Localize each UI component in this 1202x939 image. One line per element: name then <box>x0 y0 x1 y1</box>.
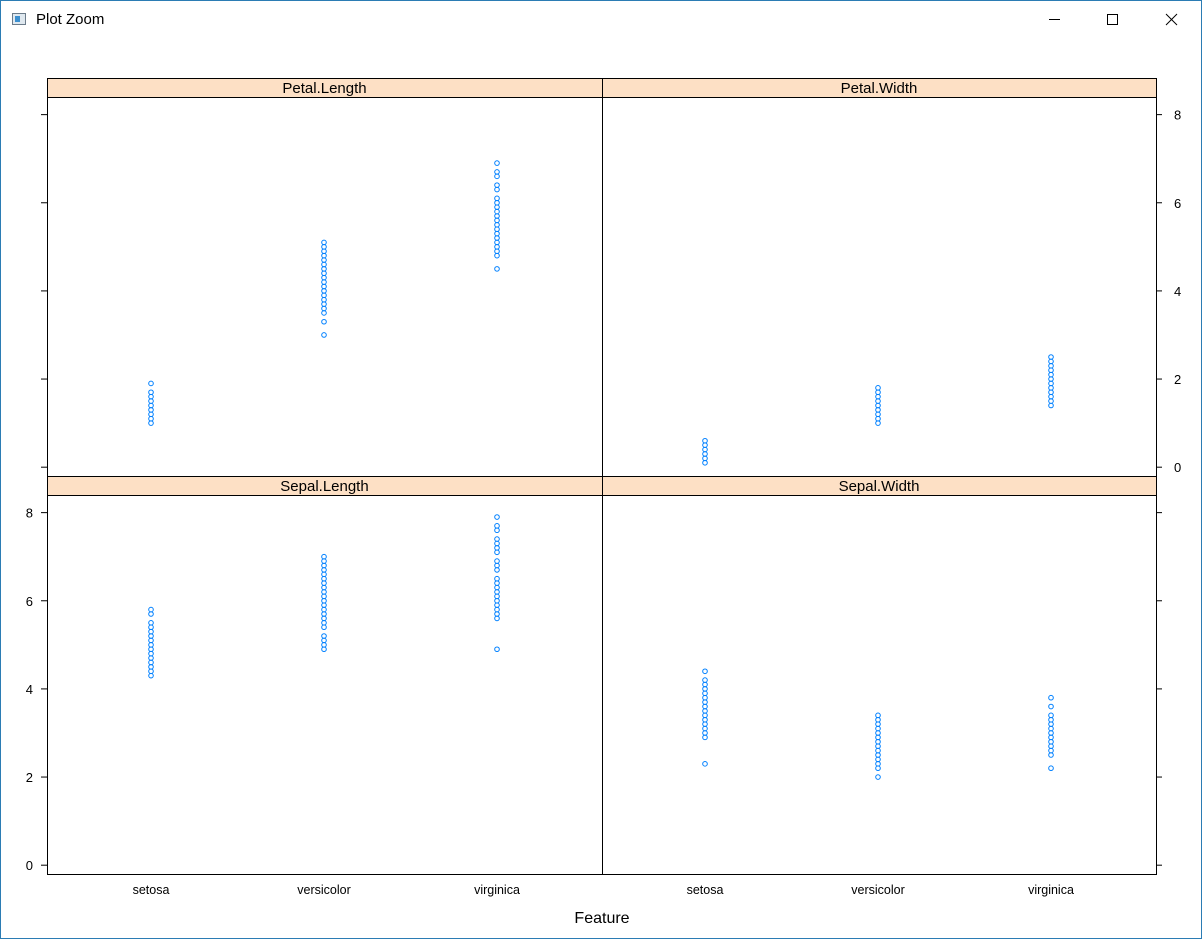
minimize-icon <box>1049 19 1060 20</box>
y-tick-label-bottom-left: 2 <box>26 770 33 785</box>
data-point-sepal-length-virginica <box>494 558 500 564</box>
y-tick-label-top-right: 4 <box>1174 284 1181 299</box>
data-point-petal-length-versicolor <box>321 332 327 338</box>
y-tick-label-top-right: 6 <box>1174 196 1181 211</box>
y-tick-label-bottom-left: 0 <box>26 858 33 873</box>
minimize-button[interactable] <box>1025 1 1083 38</box>
data-point-sepal-width-setosa <box>702 761 708 767</box>
data-point-petal-length-virginica <box>494 169 500 175</box>
data-point-sepal-length-virginica <box>494 646 500 653</box>
strip-label-petal-width: Petal.Width <box>841 80 918 97</box>
data-point-petal-length-virginica <box>494 182 500 188</box>
strip-label-petal-length: Petal.Length <box>282 80 366 97</box>
data-point-sepal-width-virginica <box>1048 712 1054 719</box>
data-point-sepal-length-virginica <box>494 514 500 520</box>
close-icon <box>1165 13 1178 26</box>
data-point-petal-length-virginica <box>494 195 500 202</box>
panel-frame-petal-length <box>47 97 603 477</box>
data-point-sepal-length-versicolor <box>321 633 327 639</box>
data-point-sepal-length-virginica <box>494 523 500 529</box>
data-point-sepal-length-virginica <box>494 536 500 542</box>
data-point-sepal-length-setosa <box>148 620 154 626</box>
strip-label-sepal-length: Sepal.Length <box>280 478 368 495</box>
y-tick-label-top-right: 2 <box>1174 372 1181 387</box>
y-tick-label-bottom-left: 4 <box>26 682 33 697</box>
data-point-sepal-width-versicolor <box>875 712 881 719</box>
x-tick-label-versicolor: versicolor <box>851 883 905 897</box>
panel-frame-petal-width <box>602 97 1157 477</box>
data-point-sepal-length-versicolor <box>321 553 327 560</box>
data-point-sepal-width-setosa <box>702 668 708 675</box>
data-point-sepal-width-virginica <box>1048 765 1054 772</box>
x-tick-label-setosa: setosa <box>687 883 724 897</box>
data-point-sepal-width-versicolor <box>875 774 881 780</box>
data-point-petal-length-setosa <box>148 389 154 396</box>
data-point-sepal-width-virginica <box>1048 694 1054 701</box>
y-tick-label-top-right: 0 <box>1174 460 1181 475</box>
data-point-sepal-length-virginica <box>494 575 500 582</box>
x-tick-label-virginica: virginica <box>1028 883 1074 897</box>
panel-frame-sepal-length <box>47 495 603 875</box>
x-tick-label-versicolor: versicolor <box>297 883 351 897</box>
data-point-petal-width-versicolor <box>875 385 881 391</box>
data-point-petal-length-setosa <box>148 380 154 387</box>
maximize-button[interactable] <box>1083 1 1141 38</box>
data-point-petal-width-virginica <box>1048 354 1054 360</box>
data-point-petal-length-versicolor <box>321 318 327 325</box>
y-tick-label-top-right: 8 <box>1174 108 1181 123</box>
x-tick-label-virginica: virginica <box>474 883 520 897</box>
strip-label-sepal-width: Sepal.Width <box>839 478 920 495</box>
panel-frame-sepal-width <box>602 495 1157 875</box>
title-bar[interactable]: Plot Zoom <box>1 1 1201 38</box>
data-point-petal-length-virginica <box>494 266 500 272</box>
x-tick-label-setosa: setosa <box>133 883 170 897</box>
maximize-icon <box>1107 14 1118 25</box>
y-tick-label-bottom-left: 8 <box>26 506 33 521</box>
x-axis-title: Feature <box>574 910 629 927</box>
data-point-petal-length-versicolor <box>321 239 327 246</box>
window-title: Plot Zoom <box>36 11 105 28</box>
data-point-petal-length-virginica <box>494 160 500 166</box>
plot-window-icon <box>12 13 26 25</box>
close-button[interactable] <box>1142 1 1200 38</box>
data-point-sepal-width-virginica <box>1048 703 1054 710</box>
data-point-sepal-width-setosa <box>702 677 708 683</box>
y-tick-label-bottom-left: 6 <box>26 594 33 609</box>
data-point-petal-width-setosa <box>702 437 708 444</box>
data-point-sepal-length-setosa <box>148 606 154 613</box>
